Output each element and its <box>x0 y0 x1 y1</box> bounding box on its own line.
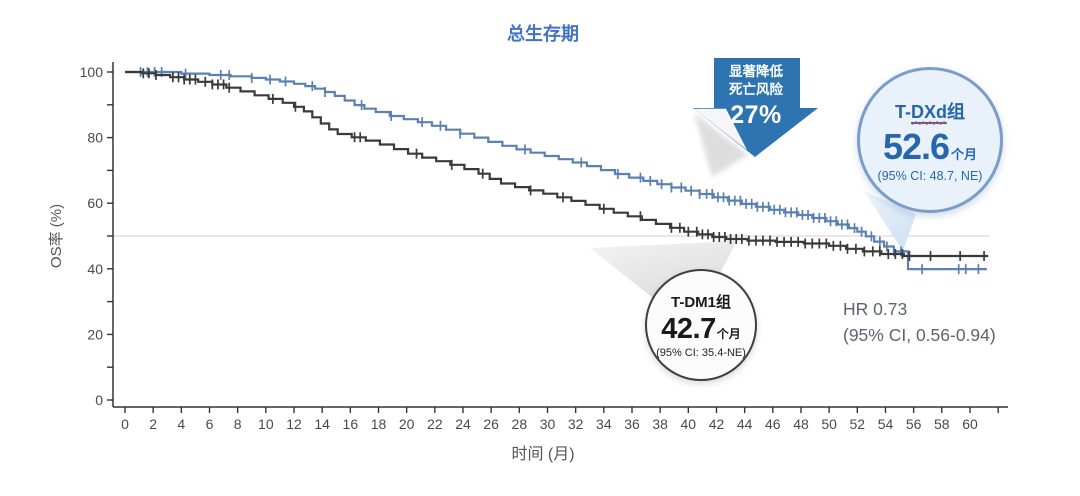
x-tick-label: 26 <box>483 416 499 432</box>
chart-title: 总生存期 <box>507 24 579 44</box>
t-dxd-curve <box>125 70 987 271</box>
tdm1-median-row: 42.7 个月 <box>661 313 740 346</box>
y-tick-label: 100 <box>80 64 104 80</box>
tdxd-median-value: 52.6 <box>882 125 950 167</box>
tdm1-group-label: T-DM1组 <box>670 294 731 311</box>
risk-arrow-line1: 显著降低 <box>729 64 783 79</box>
x-tick-label: 2 <box>149 416 157 432</box>
x-tick-label: 0 <box>121 416 129 432</box>
x-tick-label: 32 <box>568 416 584 432</box>
risk-arrow-shadow <box>694 113 748 177</box>
x-tick-label: 46 <box>765 416 781 432</box>
x-tick-label: 50 <box>821 416 837 432</box>
x-tick-label: 6 <box>206 416 214 432</box>
x-axis-title: 时间 (月) <box>511 446 575 463</box>
y-tick-label: 60 <box>87 195 103 211</box>
x-tick-label: 14 <box>314 416 330 432</box>
y-tick-label: 40 <box>87 261 103 277</box>
hazard-ratio-annotation: HR 0.73 (95% CI, 0.56-0.94) <box>843 296 996 349</box>
risk-arrow <box>693 58 818 177</box>
y-axis-title: OS率 (%) <box>48 203 65 269</box>
tdm1-median-unit: 个月 <box>716 327 741 341</box>
hr-ci: (95% CI, 0.56-0.94) <box>843 325 996 346</box>
x-tick-label: 40 <box>681 416 697 432</box>
x-tick-label: 36 <box>624 416 640 432</box>
callout-tails <box>590 191 916 302</box>
x-tick-label: 52 <box>850 416 866 432</box>
axes <box>112 62 1008 408</box>
x-tick-label: 22 <box>427 416 443 432</box>
risk-arrow-value: 27% <box>730 101 782 130</box>
x-tick-label: 48 <box>793 416 809 432</box>
y-axis-ticks: 0 20 40 60 80 100 <box>80 64 113 408</box>
t-dm1-curve <box>125 70 989 258</box>
x-tick-label: 4 <box>177 416 185 432</box>
x-tick-label: 16 <box>343 416 359 432</box>
y-tick-label: 20 <box>87 326 103 342</box>
tdxd-median-ci: (95% CI: 48.7, NE) <box>877 168 983 183</box>
x-tick-label: 20 <box>399 416 415 432</box>
risk-arrow-label: 显著降低 死亡风险 27% <box>690 63 822 132</box>
x-tick-label: 38 <box>652 416 668 432</box>
tdxd-group-suffix: 组 <box>947 101 965 122</box>
risk-arrow-fold <box>694 108 747 150</box>
x-tick-label: 8 <box>234 416 242 432</box>
x-tick-label: 12 <box>286 416 302 432</box>
x-tick-label: 30 <box>540 416 556 432</box>
tdxd-group-emph: DXd <box>911 101 947 124</box>
tdm1-median-value: 42.7 <box>661 313 716 345</box>
x-tick-label: 28 <box>512 416 528 432</box>
t-dxd-censor-marks <box>139 67 980 275</box>
x-axis-ticks: 0 2 4 6 8 10 12 14 16 18 20 22 24 26 28 30 32 34 36 38 40 42 4… <box>121 407 999 432</box>
x-tick-label: 44 <box>737 416 753 432</box>
x-tick-label: 56 <box>906 416 922 432</box>
tdxd-callout-tail <box>864 191 916 251</box>
x-tick-label: 60 <box>962 416 978 432</box>
x-tick-label: 58 <box>934 416 950 432</box>
y-tick-label: 80 <box>87 130 103 146</box>
tdxd-median-callout: T-DXd组 52.6 个月 (95% CI: 48.7, NE) <box>857 67 1003 213</box>
tdm1-median-ci: (95% CI: 35.4-NE) <box>656 347 746 359</box>
tdxd-median-row: 52.6 个月 <box>883 126 977 168</box>
x-tick-label: 34 <box>596 416 612 432</box>
x-tick-label: 24 <box>455 416 471 432</box>
tdxd-group-label: T-DXd组 <box>895 98 965 124</box>
x-tick-label: 42 <box>709 416 725 432</box>
x-tick-label: 10 <box>258 416 274 432</box>
y-tick-label: 0 <box>95 392 103 408</box>
tdm1-median-callout: T-DM1组 42.7 个月 (95% CI: 35.4-NE) <box>645 269 757 381</box>
t-dm1-censor-marks <box>142 68 985 262</box>
tdxd-median-unit: 个月 <box>951 146 978 162</box>
x-tick-label: 18 <box>371 416 387 432</box>
hr-value: HR 0.73 <box>843 299 908 319</box>
risk-arrow-line2: 死亡风险 <box>729 81 783 97</box>
tdxd-group-prefix: T- <box>895 101 911 122</box>
x-tick-label: 54 <box>878 416 894 432</box>
